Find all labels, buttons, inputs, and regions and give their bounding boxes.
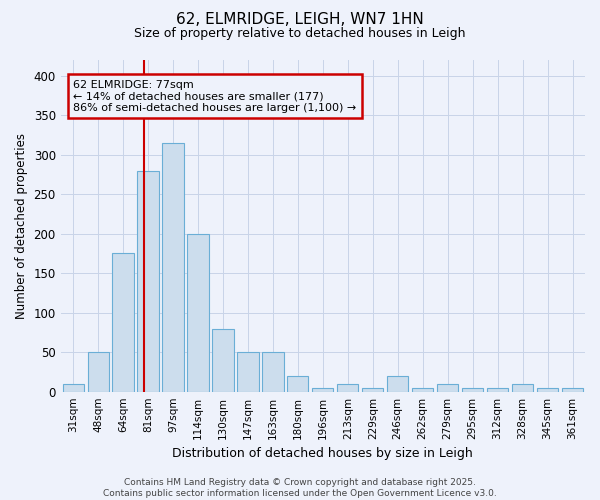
Bar xyxy=(88,352,109,392)
Bar xyxy=(312,388,334,392)
Text: 62, ELMRIDGE, LEIGH, WN7 1HN: 62, ELMRIDGE, LEIGH, WN7 1HN xyxy=(176,12,424,28)
Bar xyxy=(62,384,84,392)
Bar xyxy=(537,388,558,392)
Bar xyxy=(287,376,308,392)
Y-axis label: Number of detached properties: Number of detached properties xyxy=(15,133,28,319)
Bar xyxy=(462,388,483,392)
Bar xyxy=(387,376,409,392)
Bar xyxy=(112,254,134,392)
Text: Contains HM Land Registry data © Crown copyright and database right 2025.
Contai: Contains HM Land Registry data © Crown c… xyxy=(103,478,497,498)
Bar xyxy=(238,352,259,392)
Bar xyxy=(437,384,458,392)
Bar xyxy=(212,328,233,392)
Bar xyxy=(262,352,284,392)
Bar xyxy=(362,388,383,392)
Bar xyxy=(337,384,358,392)
Bar xyxy=(412,388,433,392)
Bar xyxy=(137,170,158,392)
Bar xyxy=(512,384,533,392)
X-axis label: Distribution of detached houses by size in Leigh: Distribution of detached houses by size … xyxy=(172,447,473,460)
Bar xyxy=(187,234,209,392)
Bar xyxy=(562,388,583,392)
Bar xyxy=(163,143,184,392)
Bar xyxy=(487,388,508,392)
Text: Size of property relative to detached houses in Leigh: Size of property relative to detached ho… xyxy=(134,28,466,40)
Text: 62 ELMRIDGE: 77sqm
← 14% of detached houses are smaller (177)
86% of semi-detach: 62 ELMRIDGE: 77sqm ← 14% of detached hou… xyxy=(73,80,356,113)
